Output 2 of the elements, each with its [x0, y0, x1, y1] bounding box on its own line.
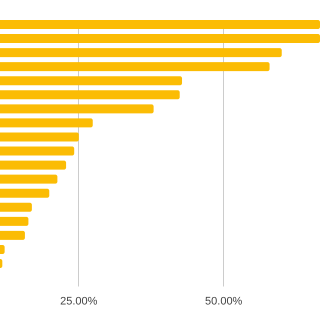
x-tick-label: 50.00%: [205, 296, 243, 308]
x-tick-label: 25.00%: [60, 296, 98, 308]
